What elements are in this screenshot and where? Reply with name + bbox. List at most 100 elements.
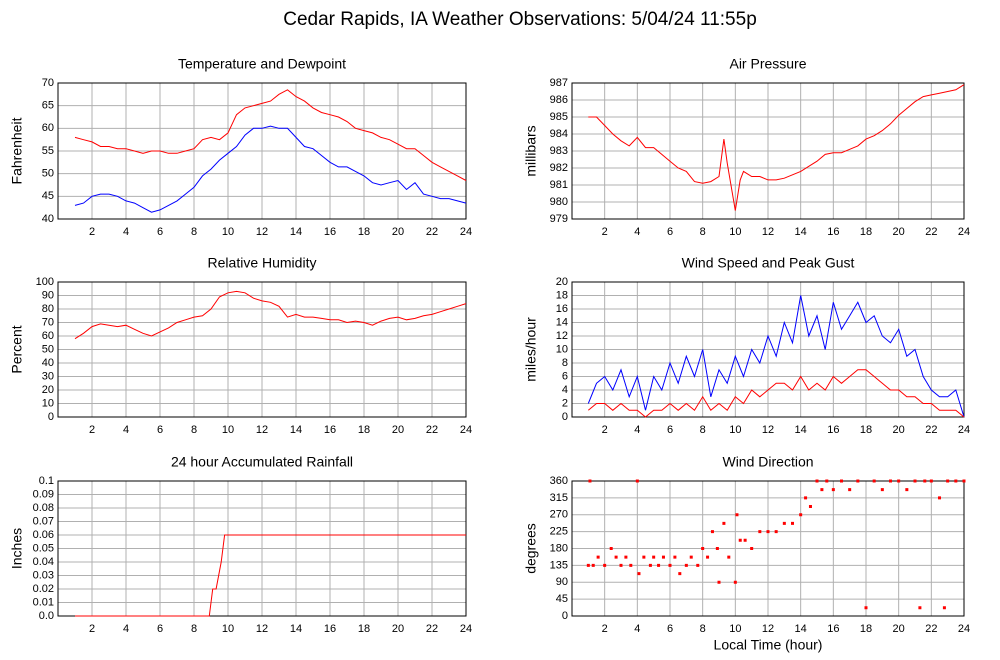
x-tick-label: 22 — [925, 226, 937, 238]
chart-title: Wind Direction — [722, 454, 813, 470]
point — [727, 555, 731, 559]
x-tick-label: 24 — [460, 623, 472, 635]
x-tick-label: 10 — [222, 623, 234, 635]
x-tick-label: 10 — [729, 623, 741, 635]
y-tick-label: 45 — [42, 190, 54, 202]
x-tick-label: 6 — [157, 424, 163, 436]
series-line — [74, 290, 467, 340]
point — [586, 563, 590, 567]
x-tick-label: 6 — [667, 226, 673, 238]
x-tick-label: 20 — [893, 226, 905, 238]
x-tick-label: 22 — [426, 424, 438, 436]
y-tick-label: 90 — [556, 576, 568, 588]
x-tick-label: 14 — [290, 424, 302, 436]
y-axis-label: Fahrenheit — [9, 117, 25, 184]
figure-title: Cedar Rapids, IA Weather Observations: 5… — [283, 9, 757, 30]
point — [696, 563, 700, 567]
y-tick-label: 14 — [556, 316, 568, 328]
point — [738, 538, 742, 542]
y-tick-label: 16 — [556, 303, 568, 315]
x-axis-label: Local Time (hour) — [714, 637, 823, 653]
y-axis-label: Percent — [9, 325, 25, 373]
plot-frame — [571, 480, 965, 617]
point — [717, 580, 721, 584]
point — [942, 606, 946, 610]
y-tick-label: 0.02 — [33, 583, 54, 595]
y-tick-label: 180 — [550, 542, 568, 554]
x-tick-label: 4 — [634, 424, 640, 436]
point — [689, 555, 693, 559]
y-axis-label: miles/hour — [523, 317, 539, 382]
x-tick-label: 4 — [123, 424, 129, 436]
x-tick-label: 2 — [89, 424, 95, 436]
point — [856, 479, 860, 483]
point — [701, 547, 705, 550]
y-tick-label: 80 — [42, 303, 54, 315]
point — [864, 606, 868, 610]
y-tick-label: 40 — [42, 213, 54, 225]
point — [629, 563, 633, 567]
x-tick-label: 16 — [324, 226, 336, 238]
point — [848, 488, 852, 492]
x-tick-label: 22 — [925, 424, 937, 436]
x-tick-label: 24 — [958, 424, 970, 436]
y-tick-label: 0.06 — [33, 529, 54, 541]
y-tick-label: 0.05 — [33, 542, 54, 554]
point — [815, 479, 819, 483]
series-line — [587, 295, 965, 418]
x-tick-label: 12 — [256, 226, 268, 238]
x-tick-label: 16 — [827, 424, 839, 436]
y-tick-label: 70 — [42, 77, 54, 89]
y-tick-label: 270 — [550, 509, 568, 521]
x-tick-label: 14 — [795, 226, 807, 238]
point — [782, 521, 786, 525]
x-tick-label: 20 — [392, 623, 404, 635]
y-tick-label: 982 — [550, 162, 568, 174]
point — [619, 563, 623, 567]
y-tick-label: 980 — [550, 196, 568, 208]
point — [668, 563, 672, 567]
x-tick-label: 18 — [358, 226, 370, 238]
plot-frame — [57, 480, 467, 617]
x-tick-label: 24 — [958, 623, 970, 635]
point — [913, 479, 917, 483]
x-tick-label: 22 — [426, 623, 438, 635]
y-tick-label: 10 — [556, 343, 568, 355]
point — [706, 555, 710, 559]
point — [831, 488, 835, 492]
series-line — [74, 89, 467, 181]
point — [614, 555, 618, 559]
y-tick-label: 60 — [42, 330, 54, 342]
point — [673, 555, 677, 559]
y-tick-label: 981 — [550, 179, 568, 191]
x-tick-label: 18 — [358, 623, 370, 635]
y-tick-label: 8 — [562, 357, 568, 369]
point — [637, 572, 641, 576]
y-tick-label: 360 — [550, 475, 568, 487]
x-tick-label: 10 — [729, 226, 741, 238]
point — [710, 530, 714, 534]
point — [897, 479, 901, 483]
y-tick-label: 50 — [42, 168, 54, 180]
x-tick-label: 18 — [358, 424, 370, 436]
x-tick-label: 24 — [958, 226, 970, 238]
point — [946, 479, 950, 483]
x-tick-label: 2 — [602, 623, 608, 635]
y-tick-label: 0 — [562, 411, 568, 423]
x-tick-label: 20 — [893, 424, 905, 436]
y-tick-label: 0.03 — [33, 569, 54, 581]
point — [596, 555, 600, 559]
x-tick-label: 10 — [222, 226, 234, 238]
point — [678, 572, 682, 576]
series-line — [587, 369, 965, 418]
point — [962, 479, 966, 483]
y-axis-label: millibars — [523, 125, 539, 176]
x-tick-label: 16 — [827, 226, 839, 238]
x-tick-label: 12 — [762, 226, 774, 238]
y-tick-label: 12 — [556, 330, 568, 342]
x-tick-label: 12 — [762, 424, 774, 436]
point — [820, 488, 824, 492]
point — [791, 521, 794, 525]
x-tick-label: 8 — [191, 226, 197, 238]
y-tick-label: 979 — [550, 213, 568, 225]
